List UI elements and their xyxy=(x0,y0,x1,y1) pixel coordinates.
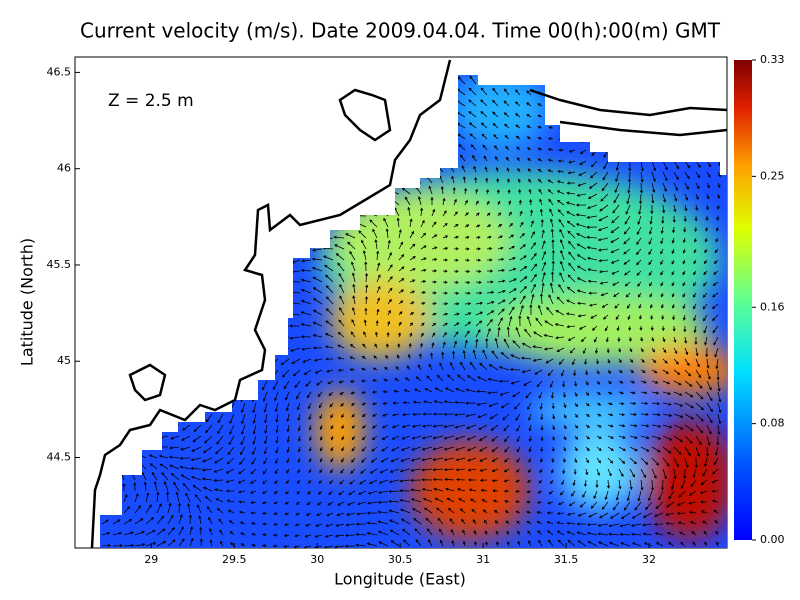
x-axis-label: Longitude (East) xyxy=(334,570,466,589)
y-axis-label: Latitude (North) xyxy=(18,238,37,366)
y-tick-label: 45 xyxy=(57,354,71,367)
colorbar-tick-label: 0.33 xyxy=(760,53,785,66)
colorbar-tick-label: 0.16 xyxy=(760,300,785,313)
x-tick-label: 29.5 xyxy=(222,553,247,566)
colorbar-tick-label: 0.00 xyxy=(760,533,785,546)
title: Current velocity (m/s). Date 2009.04.04.… xyxy=(80,19,721,43)
x-tick-label: 30.5 xyxy=(388,553,413,566)
colorbar-tick-label: 0.08 xyxy=(760,417,785,430)
x-tick-label: 30 xyxy=(310,553,324,566)
x-tick-label: 31 xyxy=(476,553,490,566)
x-tick-label: 31.5 xyxy=(554,553,579,566)
x-tick-label: 29 xyxy=(144,553,158,566)
y-tick-label: 45.5 xyxy=(47,258,72,271)
y-tick-label: 46 xyxy=(57,162,71,175)
x-tick-label: 32 xyxy=(642,553,656,566)
coastline xyxy=(90,59,728,549)
depth-annotation: Z = 2.5 m xyxy=(108,91,194,111)
colorbar xyxy=(734,60,752,540)
colorbar-tick-label: 0.25 xyxy=(760,169,785,182)
y-tick-label: 46.5 xyxy=(47,65,72,78)
y-tick-label: 44.5 xyxy=(47,451,72,464)
